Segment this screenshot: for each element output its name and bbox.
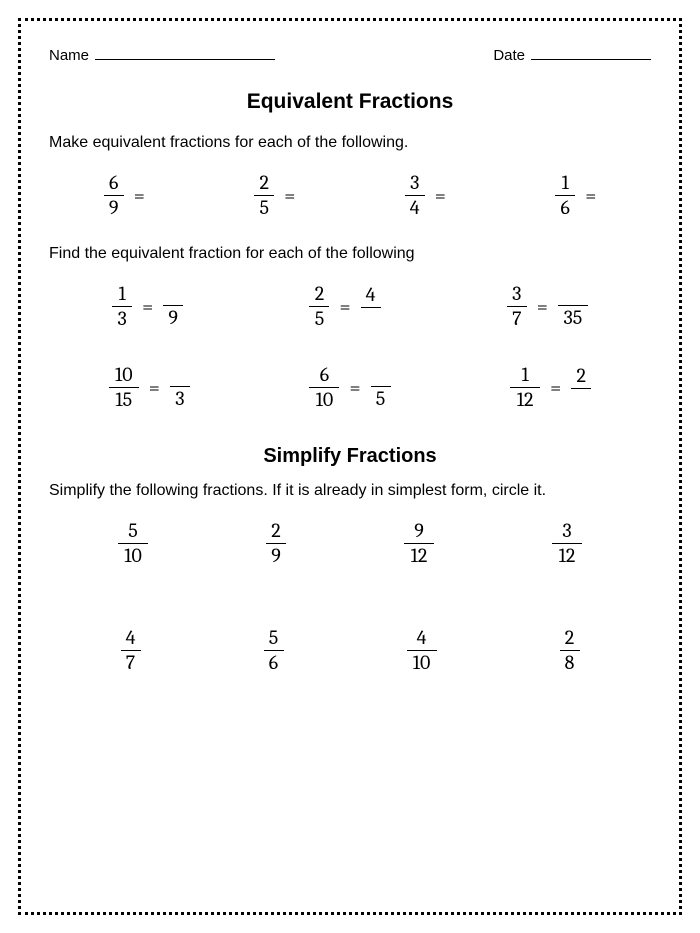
section3-row-1: 510 29 912 312 bbox=[49, 520, 651, 567]
fraction-right: 2 bbox=[571, 365, 591, 410]
s2-problem-5: 610 = 5 bbox=[309, 364, 390, 411]
equals-sign: = bbox=[537, 295, 548, 318]
s1-problem-3: 3 4 = bbox=[405, 172, 446, 219]
dotted-frame: Name Date Equivalent Fractions Make equi… bbox=[18, 18, 682, 915]
s2-problem-1: 13 = 9 bbox=[112, 283, 183, 330]
equals-sign: = bbox=[149, 376, 160, 399]
fraction-right: 4 bbox=[361, 284, 381, 329]
equals-sign: = bbox=[550, 376, 561, 399]
s1-problem-1: 6 9 = bbox=[104, 172, 145, 219]
s2-problem-6: 112 = 2 bbox=[510, 364, 591, 411]
fraction-left: 112 bbox=[510, 364, 540, 411]
s1-problem-2: 2 5 = bbox=[254, 172, 295, 219]
section2-row-2: 1015 = 3 610 = 5 112 = bbox=[49, 364, 651, 411]
equals-sign: = bbox=[585, 184, 596, 207]
s3-problem-3: 912 bbox=[404, 520, 434, 567]
header-row: Name Date bbox=[49, 45, 651, 64]
fraction-right: 3 bbox=[170, 365, 190, 410]
s3-problem-6: 56 bbox=[264, 627, 284, 674]
equals-sign: = bbox=[284, 184, 295, 207]
s3-problem-1: 510 bbox=[118, 520, 148, 567]
fraction-right: 9 bbox=[163, 284, 183, 329]
s3-problem-2: 29 bbox=[266, 520, 286, 567]
s2-problem-4: 1015 = 3 bbox=[109, 364, 190, 411]
fraction: 6 9 bbox=[104, 172, 124, 219]
equals-sign: = bbox=[349, 376, 360, 399]
s3-problem-7: 410 bbox=[407, 627, 437, 674]
section2-row-1: 13 = 9 25 = 4 37 = bbox=[49, 283, 651, 330]
section1-title: Equivalent Fractions bbox=[49, 90, 651, 114]
s3-problem-4: 312 bbox=[552, 520, 582, 567]
section1-row: 6 9 = 2 5 = 3 4 = bbox=[49, 172, 651, 219]
fraction: 2 5 bbox=[254, 172, 274, 219]
s1-problem-4: 1 6 = bbox=[555, 172, 596, 219]
fraction-left: 37 bbox=[507, 283, 527, 330]
fraction-left: 25 bbox=[309, 283, 329, 330]
fraction-right: 5 bbox=[371, 365, 391, 410]
name-label: Name bbox=[49, 47, 89, 64]
name-field: Name bbox=[49, 45, 275, 64]
name-underline[interactable] bbox=[95, 45, 275, 60]
s3-problem-8: 28 bbox=[560, 627, 580, 674]
fraction: 1 6 bbox=[555, 172, 575, 219]
date-label: Date bbox=[493, 47, 525, 64]
equals-sign: = bbox=[142, 295, 153, 318]
fraction: 3 4 bbox=[405, 172, 425, 219]
fraction-left: 610 bbox=[309, 364, 339, 411]
section3-instruction: Simplify the following fractions. If it … bbox=[49, 482, 651, 500]
date-field: Date bbox=[493, 45, 651, 64]
equals-sign: = bbox=[435, 184, 446, 207]
section1-instruction: Make equivalent fractions for each of th… bbox=[49, 134, 651, 152]
s2-problem-2: 25 = 4 bbox=[309, 283, 380, 330]
fraction-right: 35 bbox=[558, 284, 588, 329]
section3-row-2: 47 56 410 28 bbox=[49, 627, 651, 674]
section2-instruction: Find the equivalent fraction for each of… bbox=[49, 245, 651, 263]
fraction-left: 13 bbox=[112, 283, 132, 330]
s2-problem-3: 37 = 35 bbox=[507, 283, 588, 330]
date-underline[interactable] bbox=[531, 45, 651, 60]
worksheet-page: Name Date Equivalent Fractions Make equi… bbox=[0, 0, 700, 933]
fraction-left: 1015 bbox=[109, 364, 139, 411]
equals-sign: = bbox=[134, 184, 145, 207]
section3-title: Simplify Fractions bbox=[49, 445, 651, 468]
s3-problem-5: 47 bbox=[121, 627, 141, 674]
equals-sign: = bbox=[339, 295, 350, 318]
